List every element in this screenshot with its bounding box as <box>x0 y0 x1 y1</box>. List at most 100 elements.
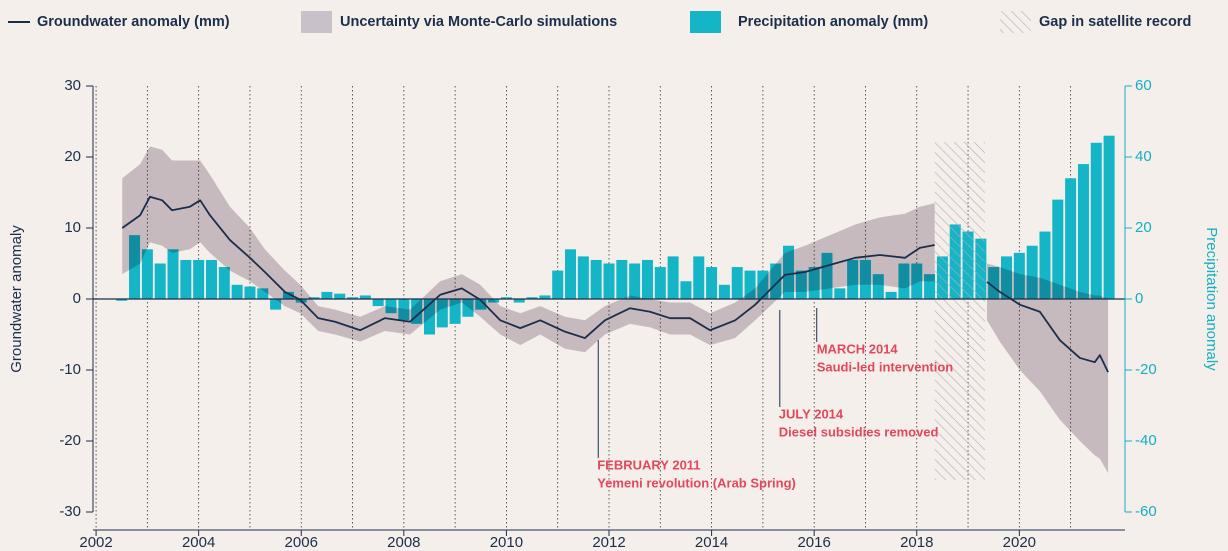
precip-bar <box>885 291 897 299</box>
precip-bar <box>167 249 179 299</box>
groundwater-line <box>986 281 1109 373</box>
x-tick-label: 2006 <box>285 534 318 551</box>
y-tick-label: -30 <box>59 503 81 520</box>
legend-label: Groundwater anomaly (mm) <box>37 14 230 30</box>
precip-bar <box>270 299 282 310</box>
precip-bar <box>924 274 936 299</box>
legend-label: Gap in satellite record <box>1039 14 1191 30</box>
y-tick-label: 20 <box>64 148 81 165</box>
precip-bar <box>462 299 474 317</box>
precip-bar <box>385 299 397 314</box>
precip-bar <box>449 299 461 324</box>
precip-bar <box>116 299 128 301</box>
precip-bar <box>731 267 743 299</box>
precip-bar <box>629 263 641 299</box>
legend-swatch <box>1000 11 1031 33</box>
y2-tick-label: -60 <box>1135 503 1157 520</box>
precip-bar <box>1065 178 1077 299</box>
precip-bar <box>641 259 653 299</box>
y2-tick-label: 60 <box>1135 77 1152 94</box>
precip-bar <box>1077 164 1089 299</box>
precip-bar <box>616 259 628 299</box>
annotation-text: Saudi-led intervention <box>817 359 954 374</box>
y2-axis-title: Precipitation anomaly <box>1203 227 1220 371</box>
precip-bar <box>513 299 525 303</box>
y-axis-title: Groundwater anomaly <box>8 225 25 373</box>
legend-label: Precipitation anomaly (mm) <box>738 14 928 30</box>
annotation-title: FEBRUARY 2011 <box>597 457 700 472</box>
precip-bar <box>834 288 846 299</box>
precip-bar <box>539 295 551 299</box>
uncertainty-band <box>987 263 1109 473</box>
annotation-text: Diesel subsidies removed <box>779 424 939 439</box>
precip-bar <box>718 284 730 299</box>
y2-tick-label: 20 <box>1135 219 1152 236</box>
precip-bar <box>218 267 230 299</box>
groundwater-line <box>121 195 935 339</box>
precip-bar <box>590 259 602 299</box>
annotation-text: Yemeni revolution (Arab Spring) <box>597 475 796 490</box>
precip-bar <box>1039 231 1051 299</box>
precip-bar <box>347 297 359 299</box>
x-tick-label: 2016 <box>797 534 830 551</box>
precip-bar <box>1103 135 1115 299</box>
y-tick-label: -10 <box>59 361 81 378</box>
precip-bar <box>244 286 256 299</box>
precip-bar <box>154 263 166 299</box>
x-tick-label: 2020 <box>1003 534 1036 551</box>
precip-bar <box>693 256 705 299</box>
y-tick-label: -20 <box>59 432 81 449</box>
precip-bar <box>552 270 564 299</box>
precip-bar <box>257 288 269 299</box>
y2-tick-label: -20 <box>1135 361 1157 378</box>
precip-bar <box>205 259 217 299</box>
precip-bar <box>500 297 512 299</box>
precip-bar <box>577 256 589 299</box>
precip-bar <box>744 270 756 299</box>
y-tick-label: 10 <box>64 219 81 236</box>
y2-tick-label: -40 <box>1135 432 1157 449</box>
precip-bar <box>706 267 718 299</box>
x-tick-label: 2002 <box>79 534 112 551</box>
x-tick-label: 2004 <box>182 534 215 551</box>
precip-bar <box>654 267 666 299</box>
precip-bar <box>129 235 141 299</box>
precip-bar <box>436 299 448 328</box>
precip-bar <box>334 293 346 299</box>
y2-tick-label: 40 <box>1135 148 1152 165</box>
precip-bar <box>565 249 577 299</box>
precip-bar <box>667 256 679 299</box>
precip-bar <box>308 297 320 299</box>
annotation-title: JULY 2014 <box>779 406 844 421</box>
precip-bar <box>141 249 153 299</box>
precip-bar <box>1090 142 1102 299</box>
legend-label: Uncertainty via Monte-Carlo simulations <box>340 14 617 30</box>
uncertainty-band <box>122 146 935 353</box>
precip-bar <box>231 284 243 299</box>
x-tick-label: 2012 <box>592 534 625 551</box>
y2-tick-label: 0 <box>1135 290 1143 307</box>
precip-bar <box>372 299 384 307</box>
precip-bar <box>180 259 192 299</box>
precip-bar <box>193 259 205 299</box>
precip-bar <box>1026 245 1038 299</box>
annotation-title: MARCH 2014 <box>817 341 899 356</box>
precip-bar <box>526 297 538 299</box>
precip-bar <box>872 274 884 299</box>
precip-bar <box>1052 199 1064 299</box>
precip-bar <box>321 291 333 299</box>
x-tick-label: 2014 <box>695 534 728 551</box>
x-tick-label: 2008 <box>387 534 420 551</box>
satellite-gap <box>934 142 985 480</box>
y-tick-label: 0 <box>73 290 81 307</box>
y-tick-label: 30 <box>64 77 81 94</box>
legend-swatch <box>690 11 721 33</box>
x-tick-label: 2010 <box>490 534 523 551</box>
precip-bar <box>603 263 615 299</box>
precip-bar <box>359 295 371 299</box>
precip-bar <box>680 281 692 299</box>
legend-swatch <box>301 11 332 33</box>
x-tick-label: 2018 <box>900 534 933 551</box>
